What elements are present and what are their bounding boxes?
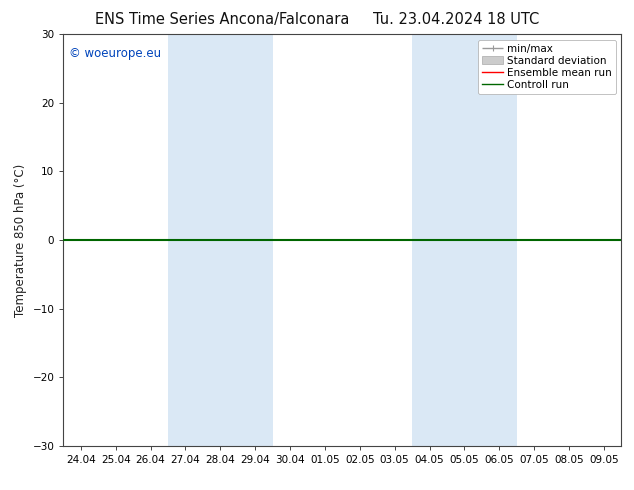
Bar xyxy=(168,34,273,446)
Text: ENS Time Series Ancona/Falconara: ENS Time Series Ancona/Falconara xyxy=(94,12,349,27)
Legend: min/max, Standard deviation, Ensemble mean run, Controll run: min/max, Standard deviation, Ensemble me… xyxy=(478,40,616,94)
Text: © woeurope.eu: © woeurope.eu xyxy=(69,47,161,60)
Text: Tu. 23.04.2024 18 UTC: Tu. 23.04.2024 18 UTC xyxy=(373,12,540,27)
Y-axis label: Temperature 850 hPa (°C): Temperature 850 hPa (°C) xyxy=(14,164,27,317)
Bar xyxy=(412,34,517,446)
